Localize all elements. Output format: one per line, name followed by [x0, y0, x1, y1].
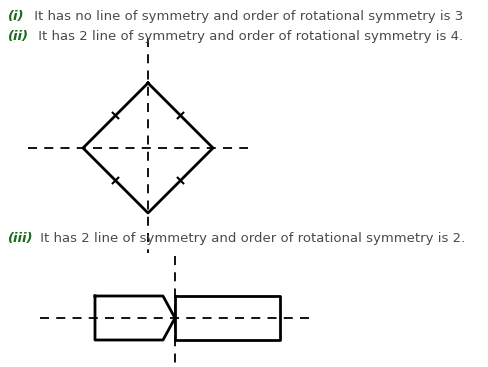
- Text: It has 2 line of symmetry and order of rotational symmetry is 4.: It has 2 line of symmetry and order of r…: [34, 30, 462, 43]
- Text: It has 2 line of symmetry and order of rotational symmetry is 2.: It has 2 line of symmetry and order of r…: [36, 232, 464, 245]
- Text: (iii): (iii): [8, 232, 34, 245]
- Text: (ii): (ii): [8, 30, 29, 43]
- Text: It has no line of symmetry and order of rotational symmetry is 3: It has no line of symmetry and order of …: [30, 10, 462, 23]
- Text: (i): (i): [8, 10, 24, 23]
